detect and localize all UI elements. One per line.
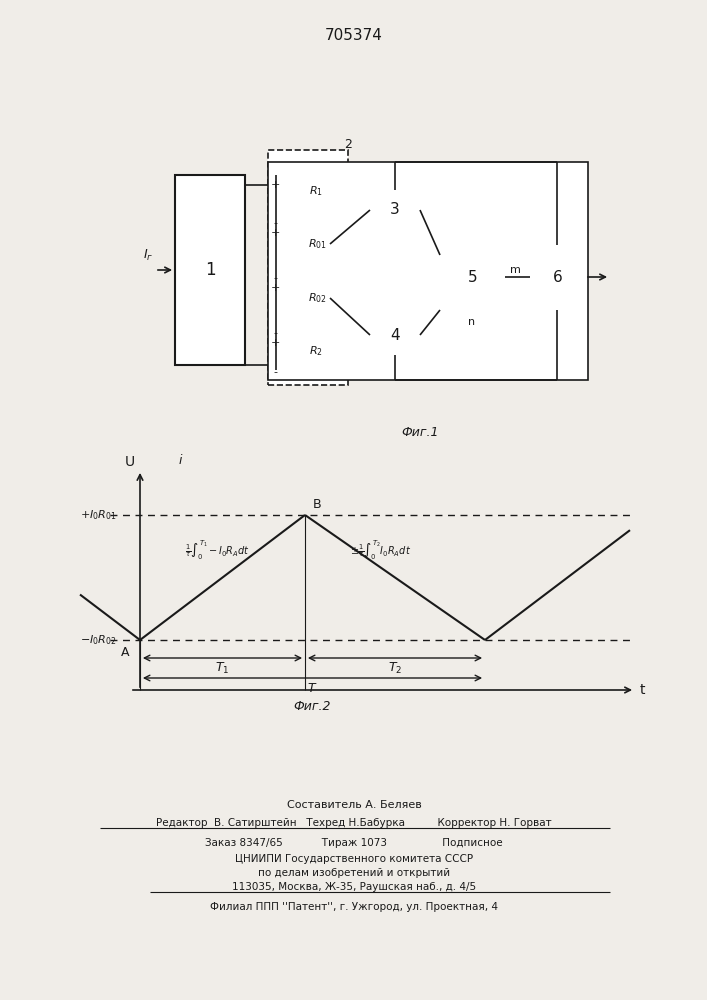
Text: 2: 2 xyxy=(344,138,352,151)
Text: $R_1$: $R_1$ xyxy=(308,184,322,198)
Text: Филиал ППП ''Патент'', г. Ужгород, ул. Проектная, 4: Филиал ППП ''Патент'', г. Ужгород, ул. П… xyxy=(210,902,498,912)
Bar xyxy=(285,175,330,207)
Text: -: - xyxy=(273,328,277,338)
Text: 3: 3 xyxy=(390,202,400,218)
Text: 4: 4 xyxy=(390,328,400,342)
Text: 1: 1 xyxy=(205,261,216,279)
Text: +: + xyxy=(270,338,280,348)
Bar xyxy=(175,175,245,365)
Text: 113035, Москва, Ж-35, Раушская наб., д. 4/5: 113035, Москва, Ж-35, Раушская наб., д. … xyxy=(232,882,476,892)
Bar xyxy=(370,190,420,230)
Text: $T_1$: $T_1$ xyxy=(216,660,230,676)
Text: U: U xyxy=(125,455,135,469)
Bar xyxy=(268,162,588,380)
Bar xyxy=(370,315,420,355)
Text: $R_2$: $R_2$ xyxy=(308,344,322,358)
Text: -: - xyxy=(273,367,277,377)
Text: $R_{01}$: $R_{01}$ xyxy=(308,237,327,251)
Text: +: + xyxy=(270,180,280,190)
Text: Редактор  В. Сатирштейн   Техред Н.Бабурка          Корректор Н. Горват: Редактор В. Сатирштейн Техред Н.Бабурка … xyxy=(156,818,551,828)
Text: $T_2$: $T_2$ xyxy=(388,660,402,676)
Text: B: B xyxy=(313,498,322,512)
Bar xyxy=(268,150,348,385)
Text: Заказ 8347/65            Тираж 1073                 Подписное: Заказ 8347/65 Тираж 1073 Подписное xyxy=(205,838,503,848)
Bar xyxy=(440,232,505,322)
Bar xyxy=(530,245,585,310)
Text: 6: 6 xyxy=(553,270,562,285)
Bar xyxy=(285,282,330,314)
Text: 5: 5 xyxy=(468,269,477,284)
Text: n: n xyxy=(469,317,476,327)
Text: +: + xyxy=(270,228,280,238)
Text: $+I_0R_{01}$: $+I_0R_{01}$ xyxy=(80,508,117,522)
Text: i: i xyxy=(178,454,182,466)
Text: $\frac{1}{\tau}\int_0^{T_1}-I_0R_A dt$: $\frac{1}{\tau}\int_0^{T_1}-I_0R_A dt$ xyxy=(185,538,250,562)
Bar xyxy=(285,335,330,367)
Text: $\pm\frac{1}{\tau}\int_0^{T_2}I_0R_A dt$: $\pm\frac{1}{\tau}\int_0^{T_2}I_0R_A dt$ xyxy=(350,538,411,562)
Text: m: m xyxy=(510,265,521,275)
Text: Фиг.1: Фиг.1 xyxy=(402,426,439,438)
Bar xyxy=(285,228,330,260)
Text: A: A xyxy=(121,646,129,658)
Text: по делам изобретений и открытий: по делам изобретений и открытий xyxy=(258,868,450,878)
Text: ЦНИИПИ Государственного комитета СССР: ЦНИИПИ Государственного комитета СССР xyxy=(235,854,473,864)
Text: -: - xyxy=(273,218,277,228)
Text: Составитель А. Беляев: Составитель А. Беляев xyxy=(286,800,421,810)
Text: Фиг.2: Фиг.2 xyxy=(293,700,332,712)
Text: -: - xyxy=(273,273,277,283)
Text: $-I_0R_{02}$: $-I_0R_{02}$ xyxy=(80,633,117,647)
Text: $T$: $T$ xyxy=(308,682,317,694)
Text: $I_г$: $I_г$ xyxy=(143,247,153,263)
Text: t: t xyxy=(639,683,645,697)
Text: +: + xyxy=(270,283,280,293)
Text: 705374: 705374 xyxy=(325,27,383,42)
Text: $R_{02}$: $R_{02}$ xyxy=(308,291,327,305)
